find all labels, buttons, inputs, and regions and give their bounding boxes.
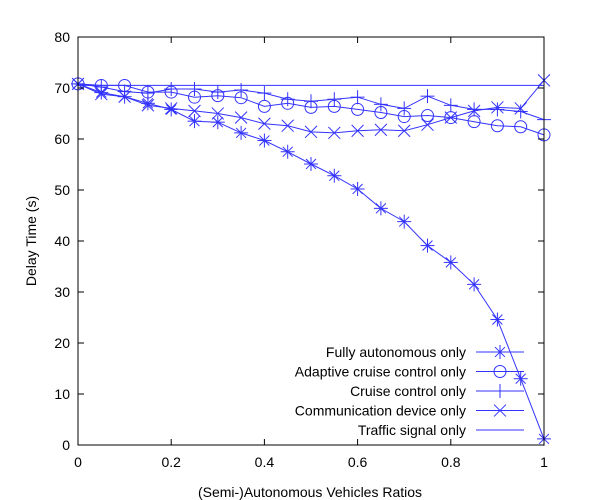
data-point [420,89,435,104]
data-point [397,124,411,138]
legend-item: Communication device only [295,403,524,419]
y-tick-label: 0 [62,437,70,453]
data-point [443,255,458,270]
data-point [281,119,295,133]
data-point [374,123,388,137]
data-point [420,238,435,253]
legend-item: Cruise control only [350,383,524,399]
x-tick-label: 1 [540,454,548,470]
data-point [350,90,365,105]
data-point [304,156,318,171]
y-tick-label: 20 [54,335,70,351]
legend-label: Adaptive cruise control only [295,364,466,380]
data-point [513,104,528,119]
data-point [257,133,272,148]
y-tick-label: 70 [54,80,70,96]
y-tick-label: 30 [54,284,70,300]
legend-item: Traffic signal only [358,422,524,438]
data-point [467,102,482,117]
data-point [188,104,201,118]
data-point [467,277,482,292]
y-axis-label: Delay Time (s) [23,196,39,286]
data-point [443,98,458,113]
data-point [234,125,249,140]
data-point [94,87,108,101]
data-point [350,181,365,196]
legend-item: Fully autonomous only [326,344,524,360]
series-line [77,83,545,440]
data-point [490,312,505,327]
data-point [514,120,528,134]
data-point [257,86,272,101]
data-point [118,90,131,103]
x-tick-label: 0.2 [161,454,181,470]
data-point [421,118,434,132]
data-point [164,82,179,97]
legend-item: Adaptive cruise control only [295,364,524,380]
data-point [304,94,318,109]
legend-label: Fully autonomous only [326,344,466,360]
data-point [327,126,341,140]
x-tick-label: 0 [74,454,82,470]
data-point [351,124,364,138]
series-communication-device-only [71,74,551,140]
y-tick-label: 10 [54,386,70,402]
data-point [490,119,504,133]
data-point [327,168,342,183]
data-point [514,102,528,115]
data-point [210,115,225,130]
data-point [280,92,295,107]
data-point [211,107,225,120]
legend-marker [493,384,507,398]
data-point [280,144,295,159]
data-point [141,99,155,112]
data-point [513,371,528,386]
data-point [234,111,248,124]
data-point [373,97,388,112]
y-tick-label: 50 [54,182,70,198]
x-axis-label: (Semi-)Autonomous Vehicles Ratios [198,484,422,500]
data-point [304,125,318,139]
x-tick-label: 0.8 [441,454,461,470]
data-point [467,104,481,118]
data-point [187,82,202,97]
legend: Fully autonomous only Adaptive cruise con… [295,344,524,438]
x-tick-label: 0.4 [255,454,275,470]
data-point [164,102,179,117]
data-point [257,99,271,113]
data-point [397,214,412,229]
y-tick-label: 40 [54,233,70,249]
legend-label: Traffic signal only [358,422,466,438]
data-point [397,101,412,116]
y-tick-label: 80 [54,29,70,45]
data-point [491,101,504,114]
data-point [444,111,458,124]
data-point [210,85,225,100]
data-point [140,86,155,101]
data-point [164,102,178,115]
legend-marker [493,404,507,417]
plot-layer [71,74,551,446]
data-point [187,114,202,129]
legend-label: Cruise control only [350,383,466,399]
data-point [327,92,342,107]
data-point [373,201,388,216]
legend-marker [493,345,507,359]
data-point [258,117,271,131]
y-tick-label: 60 [54,131,70,147]
data-point [421,109,434,123]
data-point [490,102,505,117]
legend-marker [493,365,507,378]
x-tick-label: 0.6 [348,454,368,470]
data-point [94,79,109,94]
legend-label: Communication device only [295,403,466,419]
